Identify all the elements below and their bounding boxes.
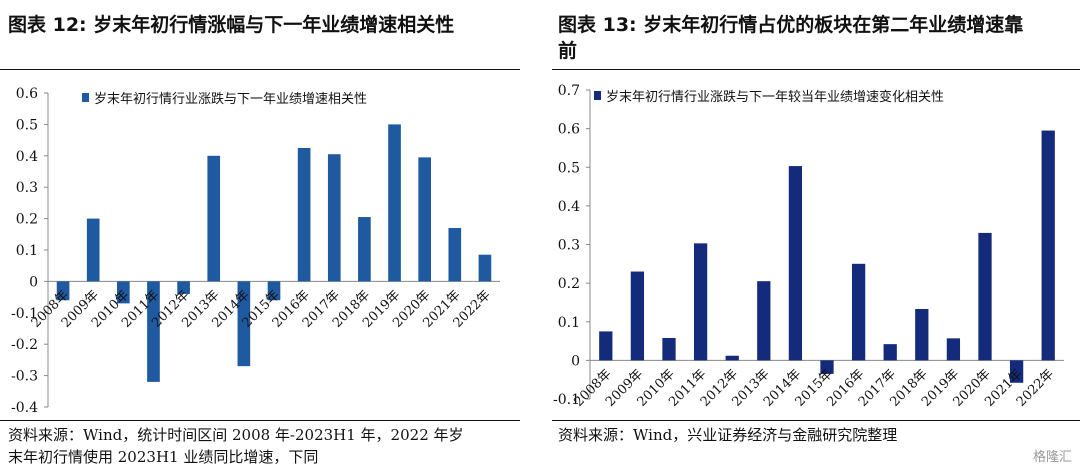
source-note-12-line2: 末年初行情使用 2023H1 业绩同比增速，下同 — [8, 448, 319, 466]
bar — [418, 157, 431, 282]
legend-swatch — [82, 93, 89, 102]
bar — [117, 281, 130, 304]
watermark-logo: 格隆汇 — [1032, 450, 1072, 465]
source-note-13: 资料来源：Wind，兴业证券经济与金融研究院整理 — [558, 426, 898, 444]
y-tick-label: -0.4 — [11, 400, 38, 416]
y-tick-label: 0.5 — [558, 160, 580, 176]
bar — [757, 281, 771, 361]
bar — [599, 331, 613, 361]
bar — [662, 337, 676, 361]
bar — [358, 217, 371, 282]
bar — [915, 309, 929, 361]
y-tick-label: 0.7 — [558, 83, 580, 99]
bar — [1009, 360, 1024, 383]
bar — [883, 344, 897, 361]
bar — [978, 232, 992, 361]
chart-panel-12: 图表 12: 岁末年初行情涨幅与下一年业绩增速相关性 0.6 0.5 0.4 0.3 0… — [0, 0, 520, 471]
y-tick-label: -0.3 — [11, 369, 38, 385]
y-tick-label: 0.3 — [558, 238, 580, 254]
y-tick-label: -0.2 — [11, 337, 38, 353]
bar — [147, 281, 160, 382]
y-tick-label: 0 — [29, 274, 38, 290]
y-tick-label: 0.1 — [16, 243, 38, 259]
bar — [86, 218, 100, 282]
bar — [820, 360, 834, 374]
source-rule-12 — [0, 420, 520, 421]
chart-title-13: 图表 13: 岁末年初行情占优的板块在第二年业绩增速靠 前 — [558, 12, 1078, 64]
chart-title-12: 图表 12: 岁末年初行情涨幅与下一年业绩增速相关性 — [8, 14, 455, 36]
source-rule-13 — [552, 420, 1080, 421]
y-tick-label: 0.4 — [558, 199, 580, 215]
bar — [177, 281, 190, 294]
bar — [267, 281, 281, 301]
bar — [478, 254, 492, 282]
legend-label: 岁末年初行情行业涨跌与下一年较当年业绩增速变化相关性 — [606, 89, 944, 105]
y-tick-label: 0.1 — [558, 315, 580, 331]
y-tick-label: 0.4 — [16, 149, 38, 165]
y-tick-label: 0.3 — [16, 180, 38, 196]
title-rule-12 — [0, 69, 520, 70]
bar — [1041, 130, 1055, 361]
bar — [388, 124, 401, 282]
bar — [207, 155, 221, 282]
bar — [327, 154, 341, 282]
y-tick-label: 0.2 — [16, 212, 38, 228]
bar — [297, 147, 311, 282]
bar — [725, 355, 739, 361]
title-rule-13 — [552, 69, 1080, 70]
y-tick-label: 0.5 — [16, 117, 38, 133]
y-tick-label: -0.1 — [553, 392, 580, 408]
legend-swatch — [594, 91, 601, 100]
y-tick-label: 0.6 — [558, 122, 580, 138]
chart-title-13-line1: 图表 13: 岁末年初行情占优的板块在第二年业绩增速靠 — [558, 14, 1024, 36]
y-tick-label: 0.6 — [16, 86, 38, 102]
bar — [630, 271, 645, 361]
y-tick-label: -0.1 — [11, 306, 38, 322]
bar — [448, 228, 462, 282]
bar — [946, 338, 961, 361]
bar — [56, 281, 70, 301]
y-tick-label: 0.2 — [558, 276, 580, 292]
bar-chart-12: 0.60.50.40.30.20.10-0.1-0.2-0.3-0.42008年… — [11, 86, 500, 416]
bar — [693, 243, 708, 361]
chart-panel-13: 图表 13: 岁末年初行情占优的板块在第二年业绩增速靠 前 0.7 0.6 0.5 0… — [552, 0, 1080, 471]
legend-label: 岁末年初行情行业涨跌与下一年业绩增速相关性 — [94, 91, 367, 107]
bar — [851, 263, 866, 361]
y-tick-label: 0 — [571, 353, 580, 369]
bar — [237, 281, 251, 367]
bar — [788, 166, 803, 361]
bar-chart-13: 0.70.60.50.40.30.20.10-0.12008年2009年2010… — [553, 83, 1064, 410]
chart-title-13-line2: 前 — [558, 40, 578, 62]
source-note-12-line1: 资料来源：Wind，统计时间区间 2008 年-2023H1 年，2022 年岁 — [8, 426, 464, 444]
